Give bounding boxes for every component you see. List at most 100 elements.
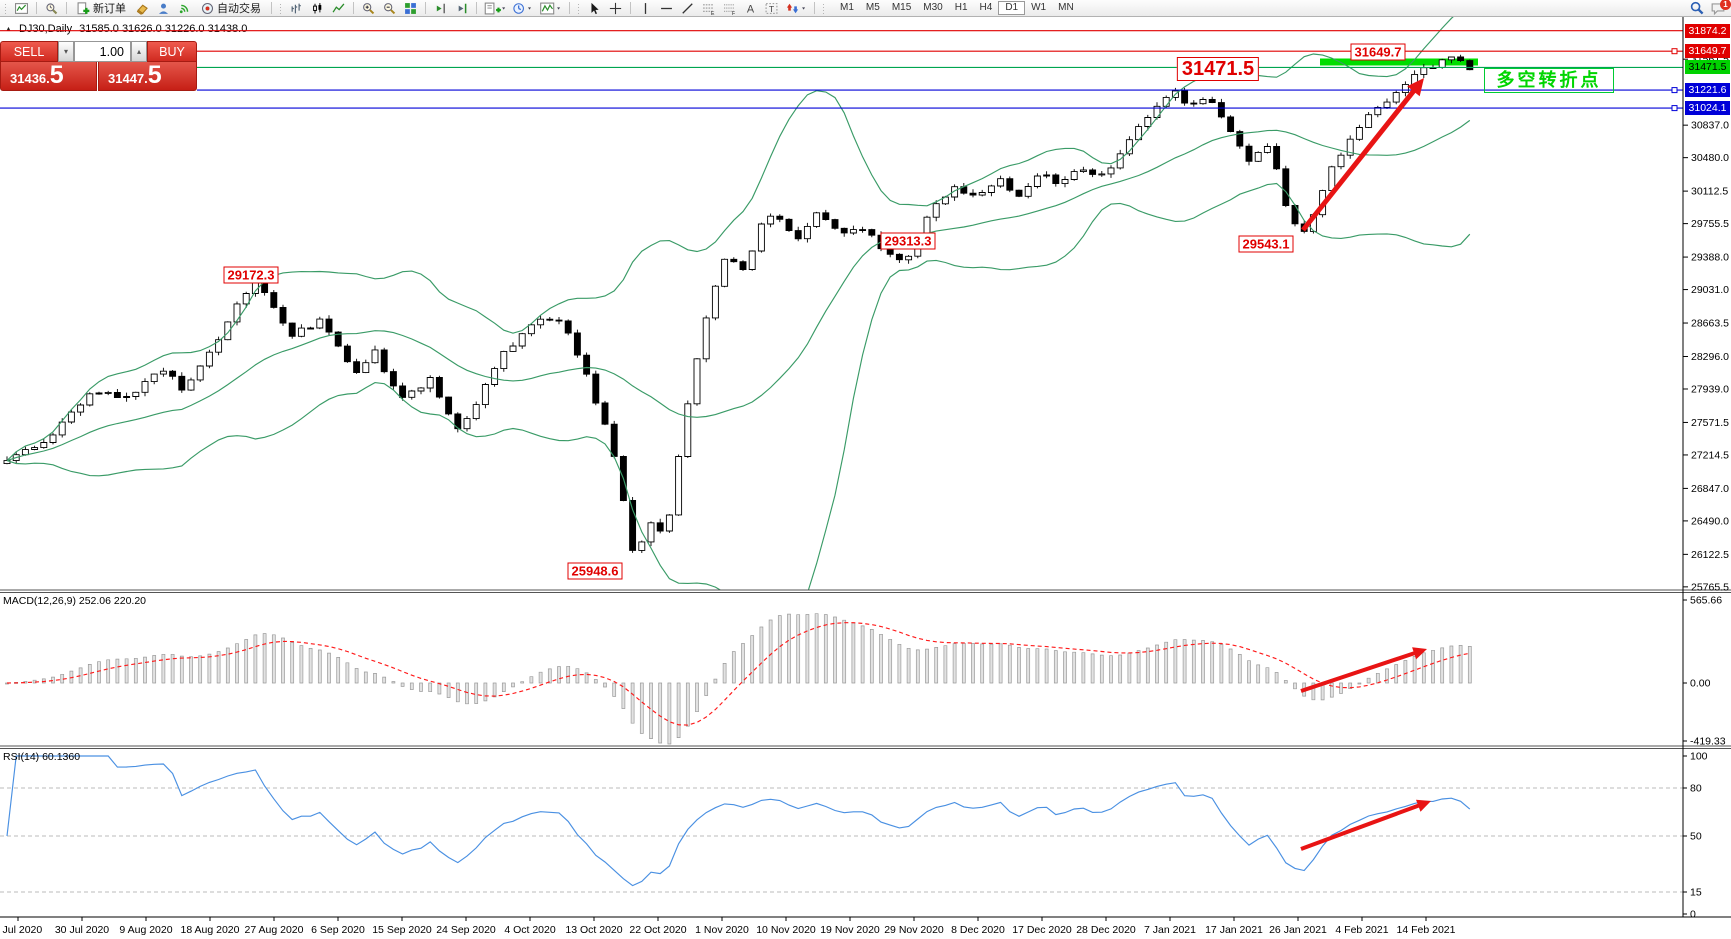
- date-label: 6 Sep 2020: [311, 924, 365, 936]
- bear-candles: [113, 56, 1474, 551]
- price-tick-label: 26847.0: [1691, 483, 1729, 495]
- zoom-in-icon[interactable]: [359, 1, 378, 15]
- date-label: 18 Aug 2020: [181, 924, 240, 936]
- new-order-button[interactable]: 新订单: [72, 1, 131, 15]
- trend-arrow-line[interactable]: [1300, 649, 1422, 693]
- chart-window-icon[interactable]: [12, 1, 31, 15]
- horizontal-line-icon[interactable]: [657, 1, 676, 15]
- text-label-icon[interactable]: T: [762, 1, 781, 15]
- styles-eraser-icon[interactable]: [133, 1, 152, 15]
- trend-arrows[interactable]: [1300, 78, 1431, 851]
- timeframe-button-d1[interactable]: D1: [998, 1, 1026, 15]
- sell-price-frac: 5: [49, 61, 64, 89]
- volume-decrease-button[interactable]: ▾: [58, 41, 74, 62]
- timeframe-button-w1[interactable]: W1: [1031, 2, 1047, 13]
- auto-scroll-icon[interactable]: [452, 1, 471, 15]
- price-tick-label: 29755.5: [1691, 218, 1729, 230]
- date-label: 30 Jul 2020: [55, 924, 109, 936]
- widget-collapse-arrow[interactable]: ▲: [5, 25, 12, 33]
- accounts-icon[interactable]: [154, 1, 173, 15]
- support-zone-bar[interactable]: [1320, 58, 1478, 66]
- bar-chart-icon[interactable]: [287, 1, 306, 15]
- indicators-dropdown-icon[interactable]: [538, 1, 564, 15]
- symbol-period-label: DJ30,Daily: [18, 23, 73, 35]
- date-label: 14 Feb 2021: [1397, 924, 1456, 936]
- toolbar-grip: [822, 2, 826, 14]
- price-tick-label: 31561.5: [1691, 54, 1729, 66]
- macd-axis-label: 0.00: [1690, 678, 1711, 690]
- rsi-axis-label: 50: [1690, 831, 1702, 843]
- trend-arrow-line[interactable]: [1301, 83, 1421, 232]
- macd-histogram: [5, 613, 1472, 745]
- toolbar-grip: [279, 2, 283, 14]
- timeframe-button-h4[interactable]: H4: [979, 2, 993, 13]
- price-tick-label: 30112.5: [1691, 186, 1728, 198]
- main-chart-pane: [3, 16, 1478, 590]
- price-level-lines[interactable]: [0, 30, 1683, 112]
- volume-increase-button[interactable]: ▴: [131, 41, 147, 62]
- signals-icon[interactable]: [175, 1, 194, 15]
- timeframe-button-mn[interactable]: MN: [1058, 2, 1074, 13]
- trendline-icon[interactable]: [678, 1, 697, 15]
- timeframe-button-m15[interactable]: M15: [891, 2, 912, 13]
- text-icon[interactable]: A: [741, 1, 760, 15]
- buy-price-frac: 5: [147, 61, 162, 89]
- periods-dropdown-icon[interactable]: [510, 1, 536, 15]
- date-label: 27 Aug 2020: [245, 924, 304, 936]
- macd-pane: [5, 613, 1472, 745]
- candle-wicks: [6, 54, 1471, 553]
- main-toolbar: 新订单 自动交易 E F A T: [0, 0, 1731, 17]
- timeframe-button-h1[interactable]: H1: [954, 2, 968, 13]
- date-label: 26 Jan 2021: [1269, 924, 1327, 936]
- chart-shift-icon[interactable]: [431, 1, 450, 15]
- bollinger-lower-band: [6, 182, 1471, 590]
- line-chart-icon[interactable]: [329, 1, 348, 15]
- buy-price-tile[interactable]: 31447. 5: [98, 62, 197, 91]
- buy-price-int: 31447.: [108, 71, 148, 86]
- new-chart-dropdown-icon[interactable]: [482, 1, 508, 15]
- price-tick-label: 25765.5: [1691, 581, 1729, 593]
- rsi-pane: [0, 755, 1683, 893]
- candlestick-chart-icon[interactable]: [308, 1, 327, 15]
- notification-badge: 1: [1720, 0, 1731, 10]
- date-label: 19 Nov 2020: [820, 924, 880, 936]
- turning-point-label[interactable]: 多空转折点: [1484, 68, 1614, 93]
- tile-windows-icon[interactable]: [401, 1, 420, 15]
- arrows-dropdown-icon[interactable]: [783, 1, 809, 15]
- date-label: 17 Jan 2021: [1205, 924, 1263, 936]
- buy-button[interactable]: BUY: [147, 41, 197, 62]
- sell-price-tile[interactable]: 31436. 5: [0, 62, 97, 91]
- fibonacci-expansion-icon[interactable]: F: [720, 1, 739, 15]
- rsi-line: [6, 755, 1471, 887]
- price-tick-label: 27214.5: [1691, 449, 1729, 461]
- vertical-line-icon[interactable]: [636, 1, 655, 15]
- trend-arrow-line[interactable]: [1300, 801, 1426, 851]
- macd-signal-line: [6, 622, 1470, 726]
- strategy-tester-icon[interactable]: [42, 1, 61, 15]
- date-label: 15 Sep 2020: [372, 924, 432, 936]
- one-click-trading-widget: SELL ▾ ▴ BUY 31436.5 31447.5: [0, 41, 197, 91]
- volume-input[interactable]: [74, 41, 131, 62]
- zoom-out-icon[interactable]: [380, 1, 399, 15]
- rsi-axis-label: 80: [1690, 783, 1702, 795]
- toolbar-grip: [4, 2, 8, 14]
- price-tick-label: 28663.5: [1691, 318, 1729, 330]
- timeframe-button-m30[interactable]: M30: [923, 2, 943, 13]
- sell-button[interactable]: SELL: [0, 41, 58, 62]
- crosshair-icon[interactable]: [606, 1, 625, 15]
- search-icon[interactable]: [1687, 1, 1706, 15]
- fibonacci-retracement-icon[interactable]: E: [699, 1, 718, 15]
- price-tick-label: 27939.0: [1691, 383, 1729, 395]
- svg-text:F: F: [732, 10, 736, 14]
- cursor-icon[interactable]: [585, 1, 604, 15]
- rsi-axis-label: 0: [1690, 909, 1696, 921]
- timeframe-button-m1[interactable]: M1: [840, 2, 854, 13]
- chat-icon[interactable]: 1: [1708, 0, 1731, 15]
- timeframe-button-m5[interactable]: M5: [865, 2, 880, 13]
- auto-trading-button[interactable]: 自动交易: [196, 1, 266, 15]
- svg-text:A: A: [747, 3, 755, 14]
- macd-axis-label: -419.33: [1690, 736, 1726, 748]
- rsi-indicator-label: RSI(14) 60.1360: [3, 751, 80, 763]
